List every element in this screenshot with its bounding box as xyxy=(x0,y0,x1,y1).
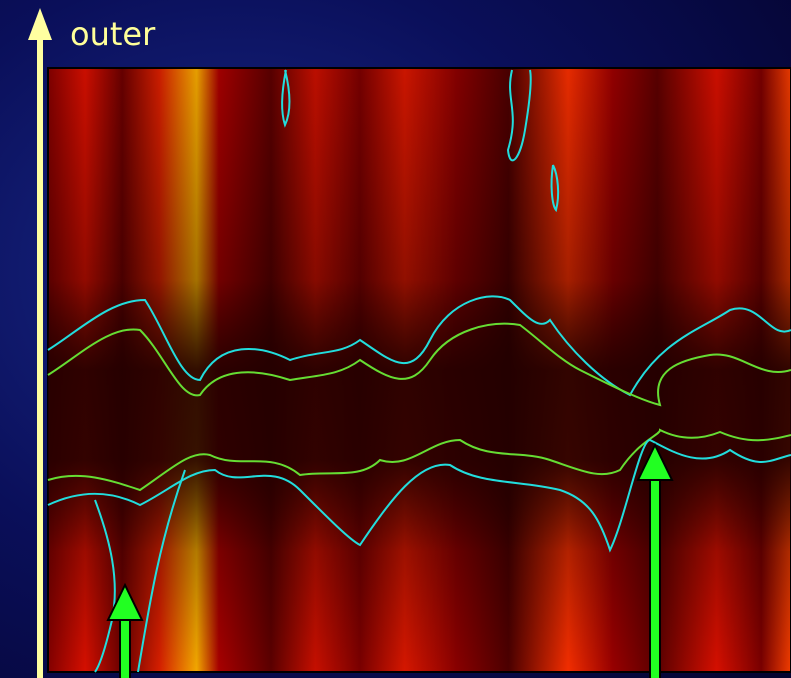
heatmap xyxy=(48,68,791,672)
axis-label: outer xyxy=(70,15,156,53)
page: outer (() => { const data = JSON.parse(d… xyxy=(0,0,791,678)
slide: outer xyxy=(0,0,791,678)
